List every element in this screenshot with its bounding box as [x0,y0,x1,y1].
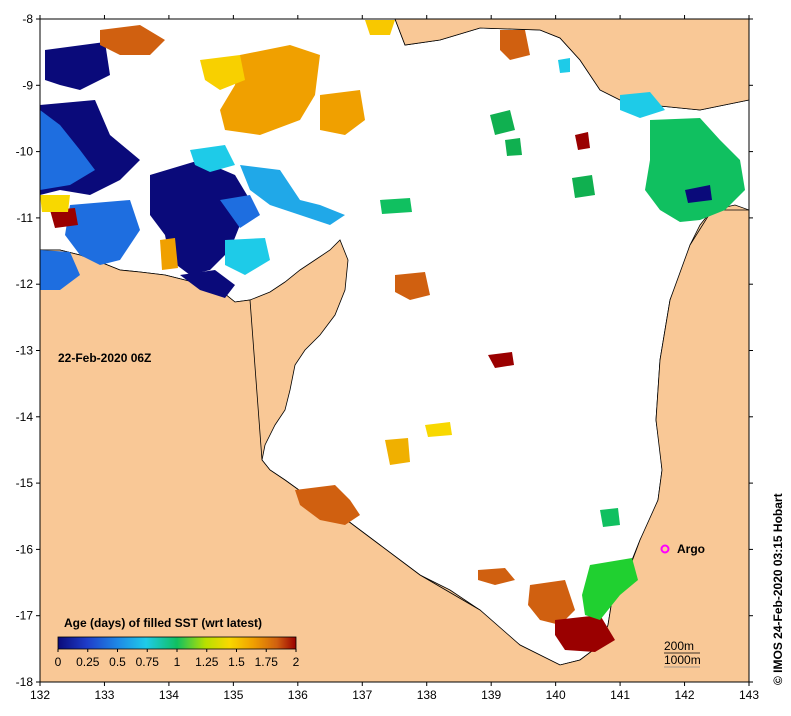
legend-tick-label: 0.75 [136,655,160,669]
argo-label: Argo [677,542,705,556]
plot-area: Argo 22-Feb-2020 06Z 200m 1000m Age (day… [40,19,749,682]
sst-patches [40,20,745,652]
longitude-tick-label: 137 [352,688,372,702]
legend-tick-label: 0 [55,655,62,669]
legend-tick-label: 2 [293,655,300,669]
legend-tick-label: 1.75 [255,655,279,669]
legend-ticks: 0 0.25 0.5 0.75 1 1.25 1.5 1.75 2 [55,649,300,669]
timestamp-label: 22-Feb-2020 06Z [58,351,151,365]
legend-tick-label: 0.5 [109,655,126,669]
credit-text: © IMOS 24-Feb-2020 03:15 Hobart [771,493,785,685]
legend-tick-label: 0.25 [76,655,100,669]
latitude-tick-label: -10 [16,145,34,159]
latitude-tick-label: -8 [22,12,33,26]
latitude-tick-label: -18 [16,675,34,689]
longitude-tick-label: 139 [481,688,501,702]
longitude-tick-label: 135 [223,688,243,702]
longitude-tick-label: 133 [94,688,114,702]
latitude-tick-label: -16 [16,542,34,556]
argo-marker-icon [660,544,670,554]
latitude-axis: -8 -9 -10 -11 -12 -13 -14 -15 -16 -17 -18 [16,12,753,689]
latitude-tick-label: -17 [16,609,34,623]
latitude-tick-label: -15 [16,476,34,490]
legend-title: Age (days) of filled SST (wrt latest) [64,616,262,630]
legend-colorbar [57,636,297,650]
depth-contour-legend: 200m 1000m [664,639,701,668]
longitude-tick-label: 132 [30,688,50,702]
longitude-tick-label: 143 [739,688,759,702]
longitude-axis: 132 133 134 135 136 137 138 139 140 141 142 143 [30,15,759,702]
latitude-tick-label: -9 [22,78,33,92]
longitude-tick-label: 134 [159,688,179,702]
depth-contour-200m: 200m [664,639,694,653]
longitude-tick-label: 136 [288,688,308,702]
land-west [40,209,749,682]
legend-tick-label: 1.25 [195,655,219,669]
latitude-tick-label: -12 [16,277,34,291]
latitude-tick-label: -11 [17,211,34,225]
longitude-tick-label: 140 [546,688,566,702]
legend-tick-label: 1.5 [228,655,245,669]
longitude-tick-label: 138 [417,688,437,702]
depth-contour-1000m: 1000m [664,653,701,667]
latitude-tick-label: -14 [16,410,34,424]
legend-tick-label: 1 [174,655,181,669]
longitude-tick-label: 142 [675,688,695,702]
latitude-tick-label: -13 [16,344,34,358]
land-northeast [394,19,749,111]
longitude-tick-label: 141 [610,688,630,702]
